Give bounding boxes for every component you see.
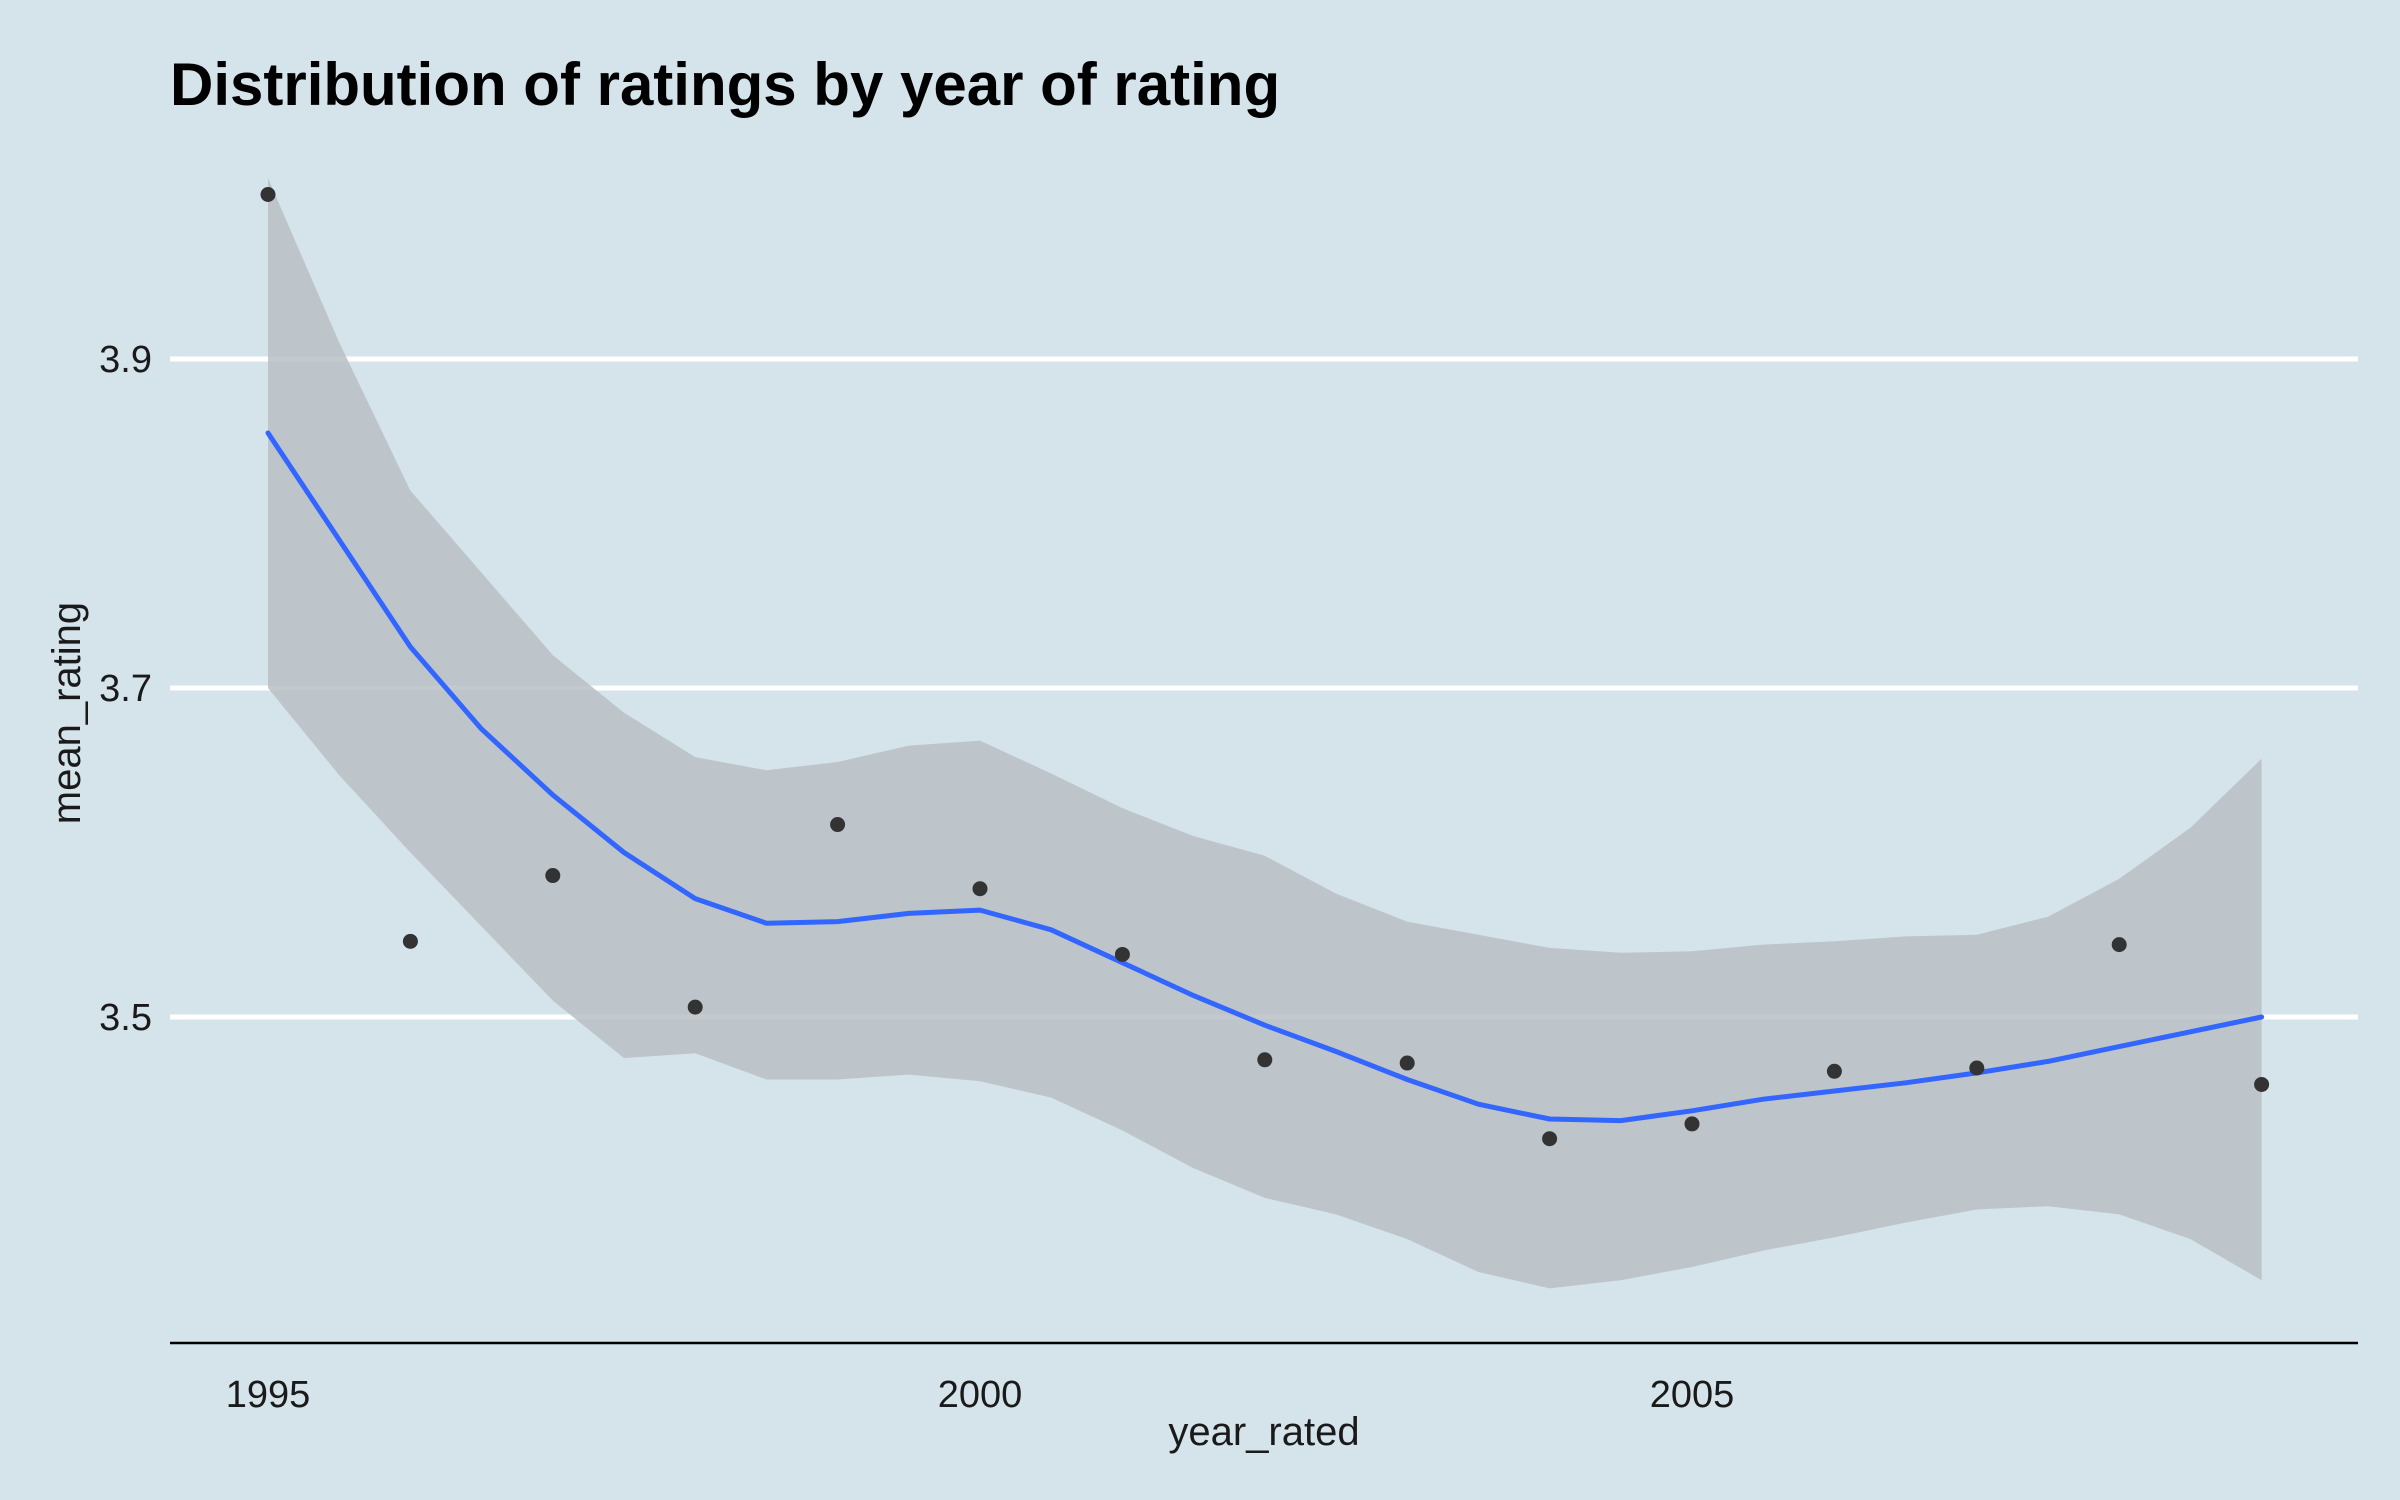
x-tick-label-0: 1995 (226, 1374, 311, 1416)
smooth-line (265, 430, 2265, 1124)
data-point-2004 (1542, 1131, 1558, 1147)
y-tick-label-2: 3.9 (99, 339, 152, 381)
confidence-ribbon (268, 178, 2262, 1289)
data-point-2009 (2254, 1076, 2270, 1092)
data-point-2002 (1257, 1052, 1273, 1068)
y-tick-labels: 3.5 3.7 3.9 (99, 339, 152, 1039)
data-point-2005 (1684, 1116, 1700, 1132)
chart-title: Distribution of ratings by year of ratin… (170, 51, 1280, 118)
ribbon-layer (268, 178, 2262, 1289)
data-point-1997 (545, 868, 561, 884)
x-axis-label: year_rated (1168, 1410, 1359, 1454)
x-tick-label-2: 2005 (1650, 1374, 1735, 1416)
data-point-2006 (1826, 1063, 1842, 1079)
x-tick-labels: 1995 2000 2005 (226, 1374, 1735, 1416)
y-axis-label: mean_rating (45, 602, 89, 824)
data-point-1999 (830, 817, 846, 833)
data-point-2003 (1399, 1055, 1415, 1071)
data-point-1998 (687, 999, 703, 1015)
y-tick-label-1: 3.7 (99, 668, 152, 710)
point-layer (260, 187, 2270, 1147)
data-point-2007 (1969, 1060, 1985, 1076)
data-point-1996 (402, 933, 418, 949)
data-point-2001 (1114, 946, 1130, 962)
data-point-2008 (2111, 937, 2127, 953)
data-point-2000 (972, 881, 988, 897)
y-tick-label-0: 3.5 (99, 997, 152, 1039)
data-point-1995 (260, 187, 276, 202)
smooth-line-layer (265, 430, 2265, 1124)
x-tick-label-1: 2000 (938, 1374, 1023, 1416)
